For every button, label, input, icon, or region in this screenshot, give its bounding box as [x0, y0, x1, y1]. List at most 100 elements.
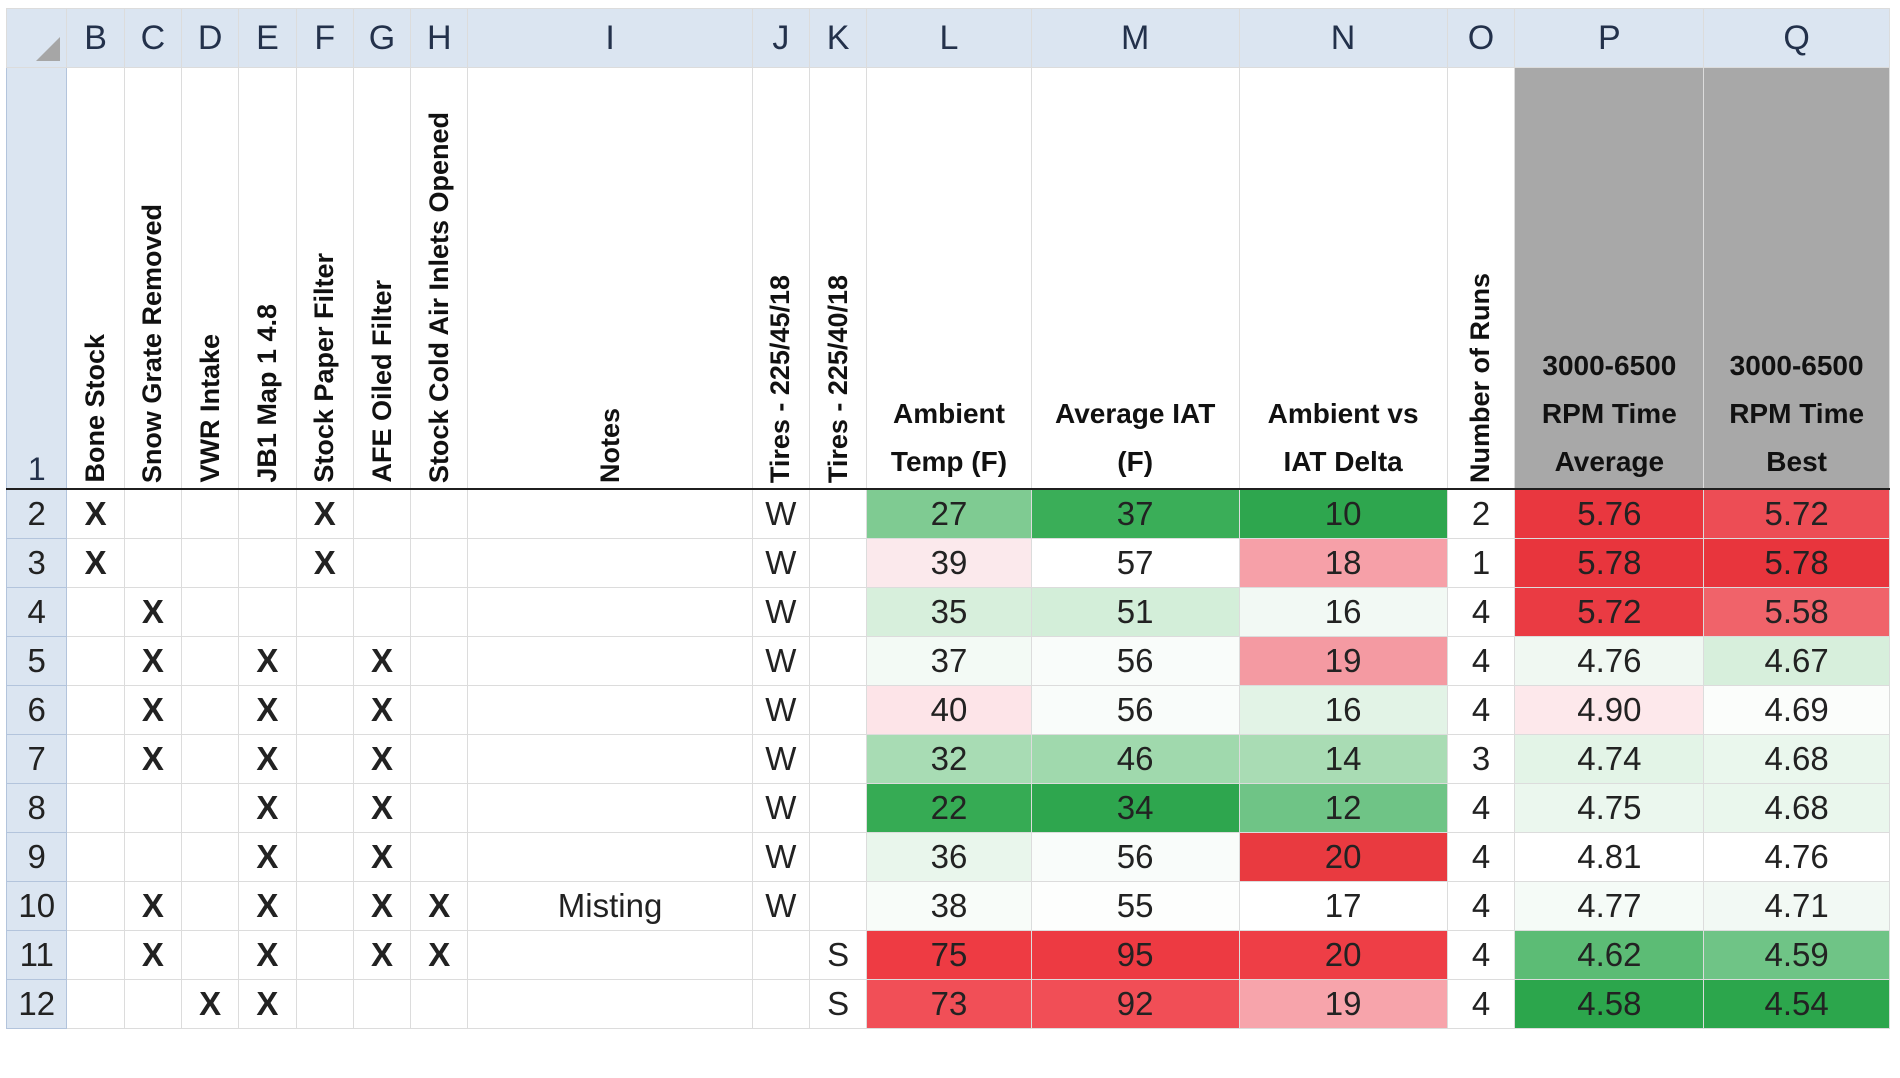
column-header-b[interactable]: B — [66, 8, 125, 68]
cell-p[interactable]: 4.62 — [1514, 930, 1705, 980]
cell-d[interactable]: X — [181, 979, 240, 1029]
cell-g[interactable]: X — [352, 636, 412, 686]
cell-p[interactable]: 5.76 — [1514, 488, 1705, 539]
cell-p[interactable]: 4.75 — [1514, 783, 1705, 833]
header-cell-c[interactable]: Snow Grate Removed — [123, 67, 183, 490]
cell-n[interactable]: 20 — [1238, 832, 1448, 882]
cell-l[interactable]: 75 — [866, 930, 1032, 980]
cell-m[interactable]: 95 — [1030, 930, 1240, 980]
cell-q[interactable]: 5.78 — [1703, 538, 1890, 588]
cell-o[interactable]: 3 — [1446, 734, 1516, 784]
cell-d[interactable] — [181, 930, 240, 980]
row-header[interactable]: 6 — [5, 685, 68, 735]
cell-n[interactable]: 19 — [1238, 636, 1448, 686]
cell-h[interactable] — [410, 734, 469, 784]
cell-e[interactable]: X — [238, 881, 297, 931]
cell-p[interactable]: 4.58 — [1514, 979, 1705, 1029]
cell-p[interactable]: 5.72 — [1514, 587, 1705, 637]
cell-g[interactable]: X — [352, 832, 412, 882]
cell-n[interactable]: 16 — [1238, 587, 1448, 637]
cell-m[interactable]: 37 — [1030, 488, 1240, 539]
cell-n[interactable]: 12 — [1238, 783, 1448, 833]
cell-n[interactable]: 16 — [1238, 685, 1448, 735]
cell-k[interactable]: S — [808, 930, 868, 980]
cell-c[interactable] — [123, 979, 183, 1029]
row-header[interactable]: 11 — [5, 930, 68, 980]
cell-m[interactable]: 57 — [1030, 538, 1240, 588]
column-header-k[interactable]: K — [808, 8, 868, 68]
cell-n[interactable]: 18 — [1238, 538, 1448, 588]
cell-i[interactable] — [467, 587, 753, 637]
cell-j[interactable]: W — [751, 636, 811, 686]
cell-c[interactable] — [123, 783, 183, 833]
column-header-e[interactable]: E — [238, 8, 297, 68]
cell-o[interactable]: 4 — [1446, 832, 1516, 882]
cell-f[interactable] — [295, 930, 354, 980]
cell-q[interactable]: 4.68 — [1703, 734, 1890, 784]
cell-e[interactable]: X — [238, 783, 297, 833]
cell-e[interactable]: X — [238, 930, 297, 980]
cell-b[interactable]: X — [66, 488, 125, 539]
cell-q[interactable]: 4.59 — [1703, 930, 1890, 980]
cell-g[interactable] — [352, 587, 412, 637]
cell-n[interactable]: 17 — [1238, 881, 1448, 931]
cell-h[interactable] — [410, 636, 469, 686]
column-header-c[interactable]: C — [123, 8, 183, 68]
cell-l[interactable]: 27 — [866, 488, 1032, 539]
header-cell-o[interactable]: Number of Runs — [1446, 67, 1516, 490]
row-header[interactable]: 9 — [5, 832, 68, 882]
cell-j[interactable]: W — [751, 538, 811, 588]
cell-b[interactable] — [66, 979, 125, 1029]
cell-h[interactable] — [410, 685, 469, 735]
cell-i[interactable] — [467, 488, 753, 539]
column-header-i[interactable]: I — [467, 8, 753, 68]
cell-o[interactable]: 1 — [1446, 538, 1516, 588]
cell-k[interactable] — [808, 832, 868, 882]
cell-c[interactable] — [123, 488, 183, 539]
cell-d[interactable] — [181, 832, 240, 882]
cell-j[interactable] — [751, 930, 811, 980]
cell-b[interactable] — [66, 881, 125, 931]
cell-e[interactable]: X — [238, 636, 297, 686]
cell-j[interactable]: W — [751, 587, 811, 637]
cell-c[interactable]: X — [123, 881, 183, 931]
cell-f[interactable] — [295, 685, 354, 735]
cell-p[interactable]: 4.90 — [1514, 685, 1705, 735]
column-header-l[interactable]: L — [866, 8, 1032, 68]
header-cell-m[interactable]: Average IAT (F) — [1030, 67, 1240, 490]
cell-o[interactable]: 2 — [1446, 488, 1516, 539]
cell-f[interactable] — [295, 783, 354, 833]
cell-c[interactable]: X — [123, 685, 183, 735]
cell-k[interactable] — [808, 636, 868, 686]
cell-m[interactable]: 34 — [1030, 783, 1240, 833]
column-header-p[interactable]: P — [1514, 8, 1705, 68]
cell-o[interactable]: 4 — [1446, 979, 1516, 1029]
cell-d[interactable] — [181, 734, 240, 784]
cell-h[interactable] — [410, 587, 469, 637]
row-header[interactable]: 5 — [5, 636, 68, 686]
header-cell-j[interactable]: Tires - 225/45/18 — [751, 67, 811, 490]
cell-e[interactable]: X — [238, 979, 297, 1029]
cell-n[interactable]: 20 — [1238, 930, 1448, 980]
cell-m[interactable]: 56 — [1030, 685, 1240, 735]
cell-c[interactable] — [123, 832, 183, 882]
cell-h[interactable] — [410, 488, 469, 539]
cell-c[interactable]: X — [123, 930, 183, 980]
cell-p[interactable]: 4.77 — [1514, 881, 1705, 931]
header-cell-d[interactable]: VWR Intake — [181, 67, 240, 490]
cell-c[interactable]: X — [123, 734, 183, 784]
cell-h[interactable] — [410, 783, 469, 833]
cell-c[interactable]: X — [123, 587, 183, 637]
cell-n[interactable]: 14 — [1238, 734, 1448, 784]
cell-k[interactable] — [808, 587, 868, 637]
cell-g[interactable]: X — [352, 783, 412, 833]
row-header-1[interactable]: 1 — [5, 67, 68, 490]
cell-k[interactable] — [808, 685, 868, 735]
header-cell-k[interactable]: Tires - 225/40/18 — [808, 67, 868, 490]
cell-m[interactable]: 51 — [1030, 587, 1240, 637]
cell-i[interactable]: Misting — [467, 881, 753, 931]
cell-e[interactable]: X — [238, 685, 297, 735]
cell-m[interactable]: 55 — [1030, 881, 1240, 931]
row-header[interactable]: 8 — [5, 783, 68, 833]
header-cell-p[interactable]: 3000-6500 RPM Time Average — [1514, 67, 1705, 490]
